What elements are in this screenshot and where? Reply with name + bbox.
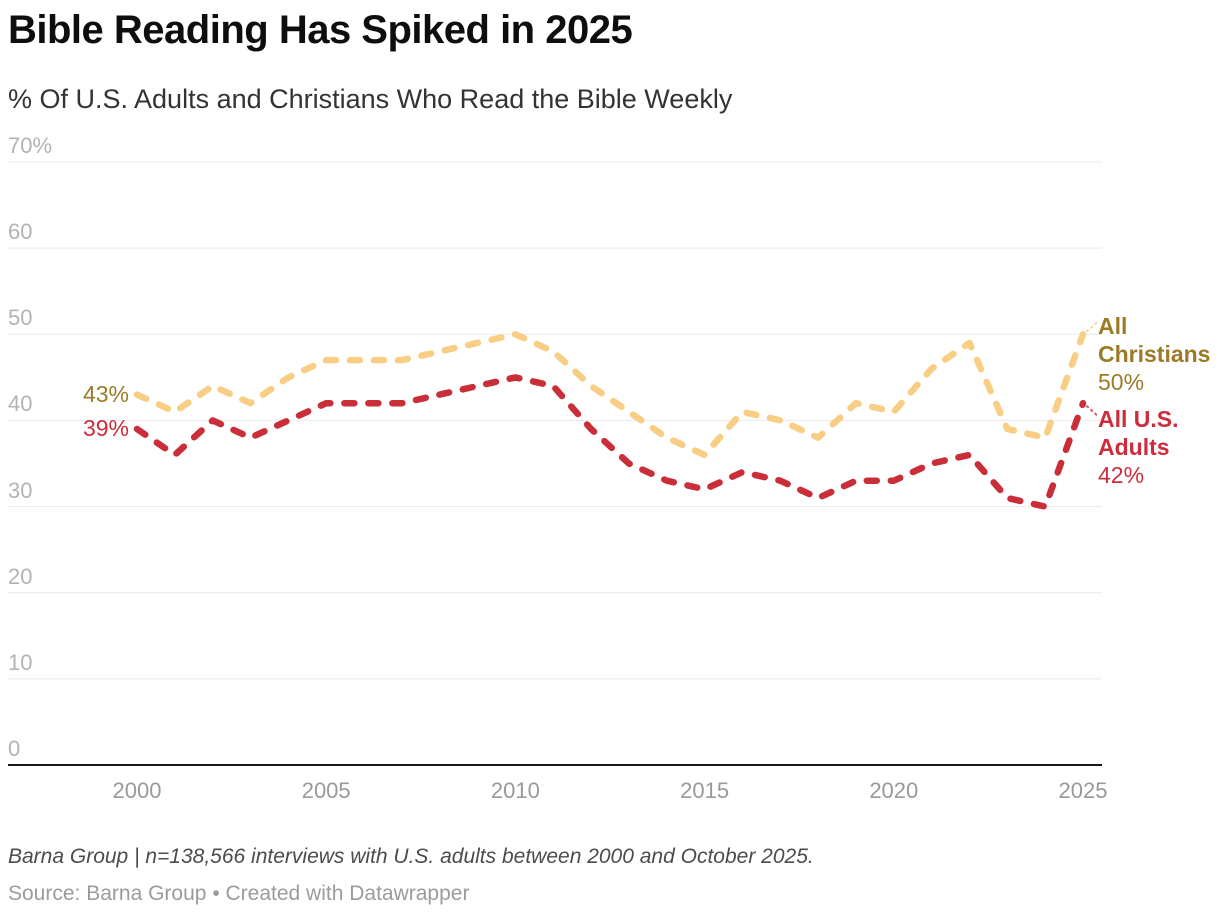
- x-tick-label-2010: 2010: [490, 778, 540, 803]
- x-tick-label-2005: 2005: [301, 778, 351, 803]
- source-separator: •: [212, 882, 220, 905]
- chart-subtitle: % Of U.S. Adults and Christians Who Read…: [8, 84, 733, 114]
- y-tick-label-70: 70%: [8, 132, 53, 158]
- series-name-line: All: [1098, 313, 1128, 340]
- y-tick-label-30: 30: [8, 477, 33, 503]
- datawrapper-attribution-link[interactable]: Created with Datawrapper: [225, 882, 470, 905]
- series-name-line: All U.S.: [1098, 406, 1179, 433]
- series-start-label-all-u-s-adults: 39%: [82, 415, 129, 442]
- x-tick-label-2015: 2015: [680, 778, 730, 803]
- source-name: Barna Group: [86, 882, 207, 905]
- label-connector-all-christians: [1086, 321, 1098, 333]
- series-end-value: 42%: [1098, 462, 1145, 489]
- y-tick-label-20: 20: [8, 563, 33, 589]
- y-tick-label-50: 50: [8, 305, 33, 331]
- label-connector-all-u-s-adults: [1086, 405, 1098, 417]
- series-end-label-all-christians: All Christians 50%: [1098, 312, 1220, 396]
- series-end-value: 50%: [1098, 369, 1145, 396]
- series-line-all-u-s-adults[interactable]: [133, 374, 1087, 510]
- footnote: Barna Group | n=138,566 interviews with …: [8, 845, 814, 868]
- y-tick-label-60: 60: [8, 219, 33, 245]
- y-tick-label-0: 0: [8, 736, 21, 761]
- series-name-line: Christians: [1098, 341, 1211, 368]
- x-tick-label-2000: 2000: [112, 778, 162, 803]
- x-tick-label-2025: 2025: [1058, 778, 1108, 803]
- series-end-label-all-u-s-adults: All U.S. Adults 42%: [1098, 405, 1220, 489]
- y-tick-label-10: 10: [8, 649, 33, 675]
- series-line-all-christians[interactable]: [133, 331, 1087, 459]
- source-prefix: Source:: [8, 882, 81, 905]
- series-start-label-all-christians: 43%: [82, 380, 129, 407]
- series-name-line: Adults: [1098, 434, 1170, 461]
- chart-title: Bible Reading Has Spiked in 2025: [8, 8, 633, 52]
- x-tick-label-2020: 2020: [869, 778, 919, 803]
- source-line: Source: Barna Group • Created with Dataw…: [8, 882, 469, 906]
- y-tick-label-40: 40: [8, 391, 33, 417]
